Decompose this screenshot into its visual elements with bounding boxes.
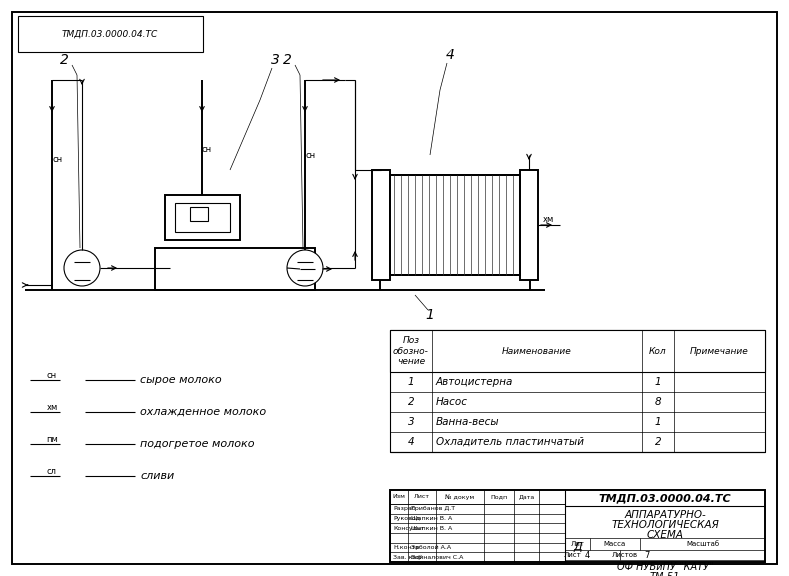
Text: хм: хм: [542, 214, 554, 223]
Text: Поз
обозно-
чение: Поз обозно- чение: [393, 336, 429, 366]
Text: охлажденное молоко: охлажденное молоко: [140, 407, 266, 417]
Text: Шапкин В. А: Шапкин В. А: [411, 516, 452, 521]
Text: ТМ-51: ТМ-51: [650, 572, 680, 576]
Text: Н.контр: Н.контр: [393, 545, 419, 550]
Text: Подп: Подп: [491, 495, 507, 499]
Text: Кол: Кол: [649, 347, 667, 355]
Text: пм: пм: [46, 434, 58, 444]
Text: 2: 2: [408, 397, 414, 407]
Text: Автоцистерна: Автоцистерна: [436, 377, 514, 387]
Bar: [390, 175, 520, 275]
Text: Разраб: Разраб: [393, 506, 416, 511]
Text: подогретое молоко: подогретое молоко: [140, 439, 255, 449]
Text: СХЕМА: СХЕМА: [646, 530, 683, 540]
Text: 1: 1: [408, 377, 414, 387]
Text: Охладитель пластинчатый: Охладитель пластинчатый: [436, 437, 584, 447]
Text: сл: сл: [47, 467, 57, 476]
Text: ТЕХНОЛОГИЧЕСКАЯ: ТЕХНОЛОГИЧЕСКАЯ: [611, 520, 719, 530]
Text: Войналович С.А: Войналович С.А: [411, 555, 463, 560]
Text: сн: сн: [306, 150, 316, 160]
Text: 2: 2: [282, 53, 291, 67]
Text: Примечание: Примечание: [690, 347, 749, 355]
Text: Лит: Лит: [570, 541, 585, 547]
Bar: [372, 170, 390, 280]
Circle shape: [287, 250, 323, 286]
Text: № докум: № докум: [446, 494, 474, 500]
Text: сн: сн: [53, 156, 63, 165]
Text: ОФ НУБиПУ "КАТУ": ОФ НУБиПУ "КАТУ": [617, 562, 713, 572]
Text: Дата: Дата: [518, 495, 535, 499]
Text: ТМДП.03.0000.04.ТС: ТМДП.03.0000.04.ТС: [599, 493, 731, 503]
Text: Масса: Масса: [604, 541, 626, 547]
Text: Насос: Насос: [436, 397, 468, 407]
Circle shape: [64, 250, 100, 286]
Text: 4: 4: [585, 551, 589, 559]
Text: 4: 4: [446, 48, 454, 62]
Bar: [390, 330, 765, 452]
Text: Листов: Листов: [612, 552, 638, 558]
Bar: [390, 490, 765, 562]
Text: ТМДП.03.0000.04.ТС: ТМДП.03.0000.04.ТС: [62, 29, 158, 39]
Bar: [165, 195, 240, 240]
Bar: [175, 203, 230, 232]
Text: 3: 3: [408, 417, 414, 427]
Text: Масштаб: Масштаб: [686, 541, 719, 547]
Bar: [190, 207, 208, 221]
Bar: [520, 170, 538, 280]
Text: 2: 2: [655, 437, 661, 447]
Bar: [155, 248, 315, 290]
Text: Руковод: Руковод: [393, 516, 420, 521]
Text: сливи: сливи: [140, 471, 174, 481]
Text: Изм: Изм: [393, 495, 406, 499]
Bar: [390, 175, 520, 275]
Bar: [18, 16, 203, 52]
Text: Заболой А.А: Заболой А.А: [411, 545, 451, 550]
Text: 1: 1: [655, 417, 661, 427]
Text: 3: 3: [271, 53, 279, 67]
Text: 7: 7: [645, 551, 649, 559]
Text: Зав. каф: Зав. каф: [393, 555, 422, 560]
Text: Ванна-весы: Ванна-весы: [436, 417, 499, 427]
Text: АППАРАТУРНО-: АППАРАТУРНО-: [624, 510, 706, 520]
Text: сн: сн: [47, 370, 57, 380]
Text: 1: 1: [655, 377, 661, 387]
Text: Лист: Лист: [564, 552, 581, 558]
Text: Шапкин В. А: Шапкин В. А: [411, 526, 452, 530]
Text: Д: Д: [573, 542, 581, 552]
Text: Грибанов Д.Т: Грибанов Д.Т: [411, 506, 455, 511]
Text: 1: 1: [425, 308, 435, 322]
Text: Консульт: Консульт: [393, 526, 424, 530]
Bar: [390, 330, 765, 372]
Text: 2: 2: [59, 53, 69, 67]
Text: хм: хм: [47, 403, 58, 411]
Text: сырое молоко: сырое молоко: [140, 375, 222, 385]
Text: 4: 4: [408, 437, 414, 447]
Text: Лист: Лист: [414, 495, 430, 499]
Text: 8: 8: [655, 397, 661, 407]
Text: Наименование: Наименование: [502, 347, 572, 355]
Text: сн: сн: [202, 146, 212, 154]
